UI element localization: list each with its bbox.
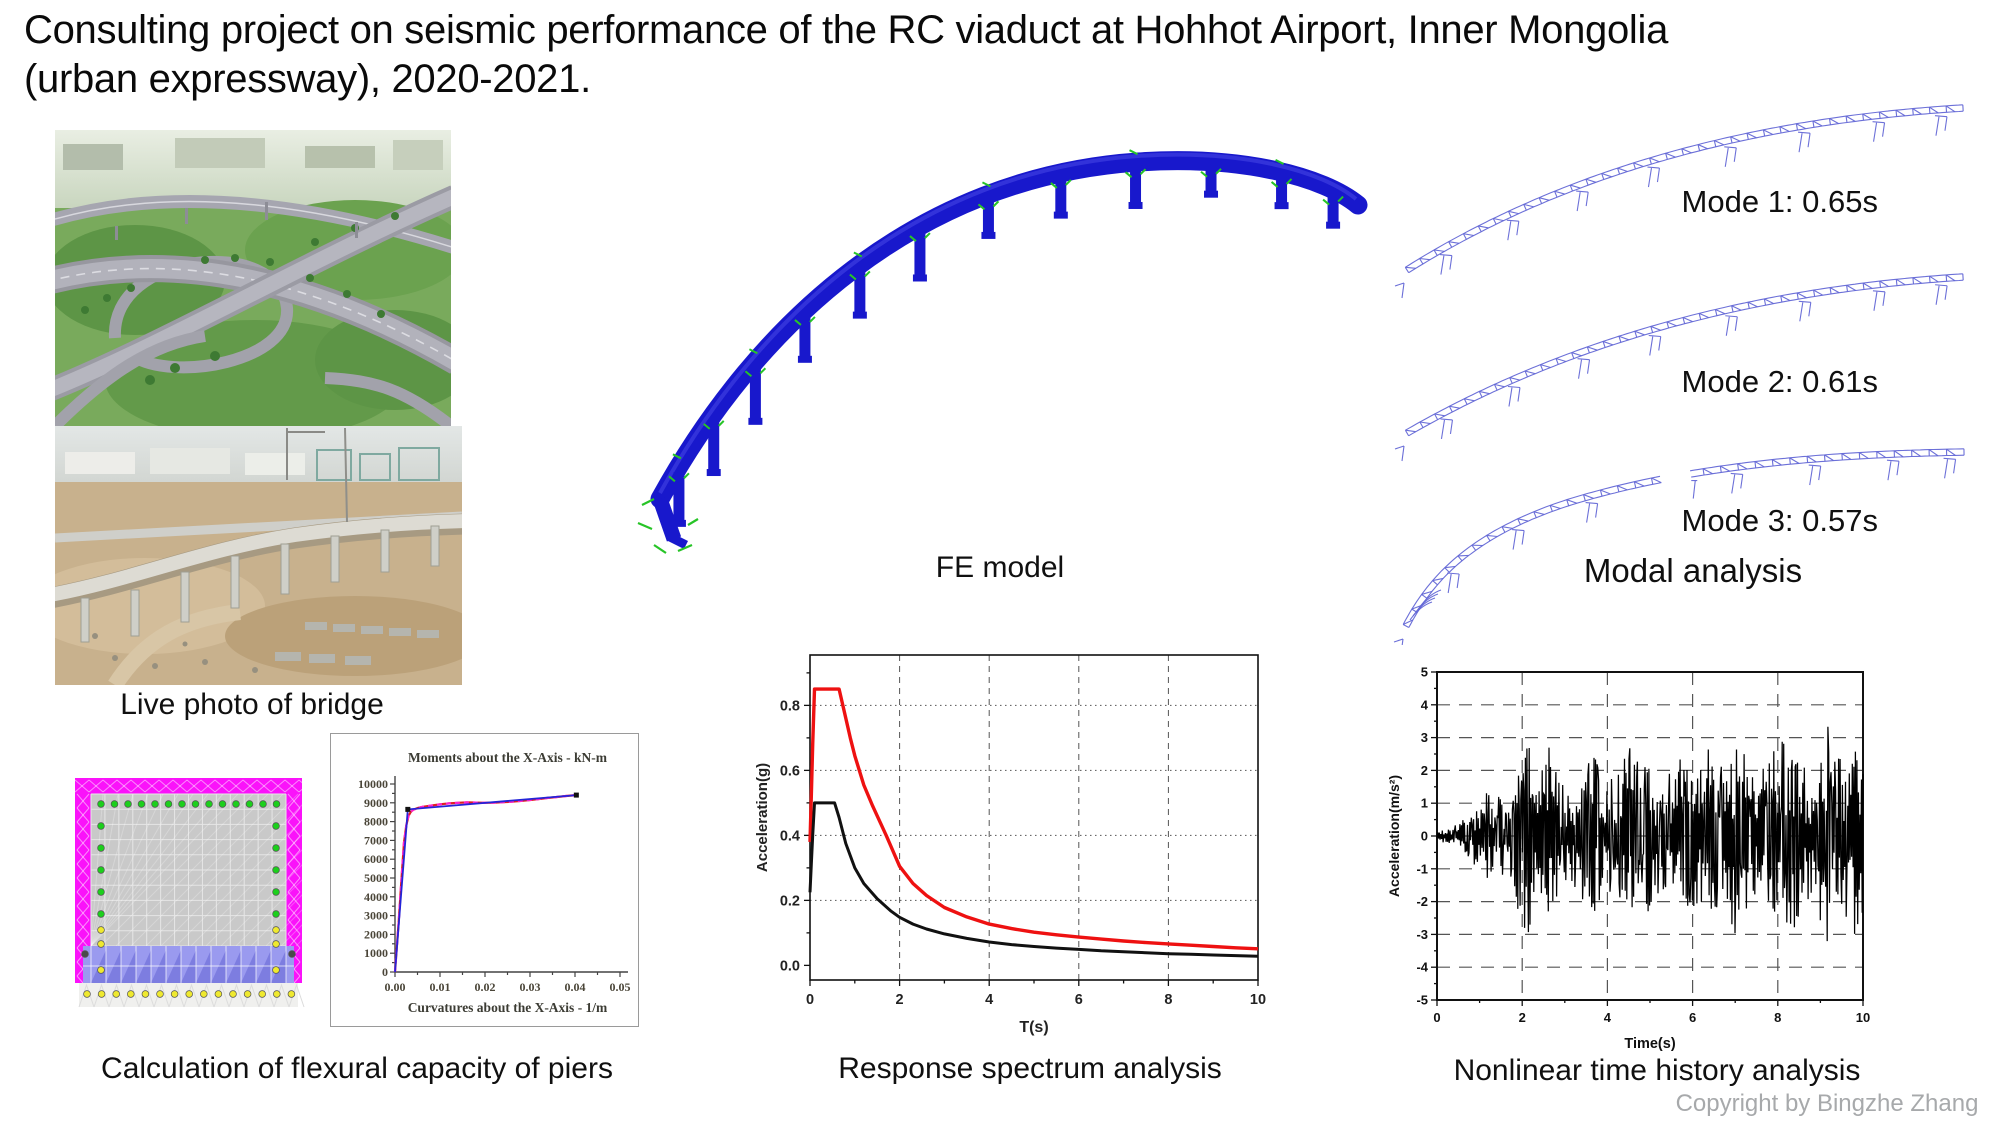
interchange-render-photo [55, 130, 451, 426]
mode-2-label: Mode 2: 0.61s [1681, 364, 1878, 399]
svg-text:10000: 10000 [358, 777, 388, 791]
svg-text:6: 6 [1689, 1010, 1696, 1025]
svg-text:-2: -2 [1416, 894, 1428, 909]
svg-text:7000: 7000 [364, 833, 388, 847]
svg-text:0: 0 [806, 992, 814, 1008]
svg-text:-3: -3 [1416, 927, 1428, 942]
svg-text:0.0: 0.0 [780, 958, 800, 974]
fe-model-figure [637, 149, 1368, 554]
svg-text:Curvatures about the X-Axis -: Curvatures about the X-Axis - 1/m [408, 1000, 608, 1015]
mode-1-wireframe [1394, 104, 1964, 299]
svg-text:10: 10 [1856, 1010, 1870, 1025]
svg-text:4: 4 [985, 992, 993, 1008]
response-spectrum-chart: 0.0 0.2 0.4 0.6 0.8 0 2 4 6 8 10 T(s) Acceleration(g… [754, 654, 1266, 1036]
svg-text:5: 5 [1421, 665, 1428, 680]
svg-text:8: 8 [1164, 992, 1172, 1008]
svg-text:0.6: 0.6 [780, 763, 800, 779]
svg-text:2: 2 [896, 992, 904, 1008]
mode-1-label: Mode 1: 0.65s [1681, 184, 1878, 219]
copyright-watermark: Copyright by Bingzhe Zhang [1675, 1090, 1979, 1117]
moment-curvature-chart: Moments about the X-Axis - kN-m 0 1000 2000… [358, 750, 631, 1015]
caption-modal-analysis: Modal analysis [1583, 552, 1803, 589]
caption-response-spectrum: Response spectrum analysis [838, 1052, 1222, 1085]
svg-text:3: 3 [1421, 730, 1428, 745]
caption-flexural: Calculation of flexural capacity of pier… [101, 1052, 613, 1085]
svg-text:Acceleration(m/s²): Acceleration(m/s²) [1386, 775, 1402, 897]
mode-2-wireframe [1394, 273, 1964, 462]
caption-fe-model: FE model [935, 551, 1065, 584]
caption-live-photo: Live photo of bridge [120, 688, 384, 721]
svg-text:0.05: 0.05 [610, 980, 631, 994]
svg-text:0.01: 0.01 [430, 980, 451, 994]
svg-text:0: 0 [382, 965, 388, 979]
svg-text:0.02: 0.02 [475, 980, 496, 994]
moment-curvature-chart-box: Moments about the X-Axis - kN-m 0 1000 2000… [330, 733, 639, 1027]
svg-text:0.00: 0.00 [385, 980, 406, 994]
slide-title-line1: Consulting project on seismic performanc… [24, 8, 1669, 52]
svg-text:8000: 8000 [364, 815, 388, 829]
svg-text:10: 10 [1250, 992, 1266, 1008]
svg-text:4: 4 [1421, 697, 1429, 712]
time-history-chart: -5 -4 -3 -2 -1 0 1 2 3 4 5 0 2 4 6 8 10 Time(s) Accelerati… [1386, 665, 1870, 1053]
mode-3-wireframe [1393, 448, 1965, 645]
svg-text:-4: -4 [1416, 960, 1428, 975]
slide-title: Consulting project on seismic performanc… [24, 6, 1989, 104]
svg-text:8: 8 [1774, 1010, 1781, 1025]
svg-text:0.03: 0.03 [520, 980, 541, 994]
svg-text:5000: 5000 [364, 871, 388, 885]
svg-text:2: 2 [1421, 763, 1428, 778]
svg-text:0.04: 0.04 [565, 980, 586, 994]
svg-text:1: 1 [1421, 796, 1428, 811]
svg-text:T(s): T(s) [1019, 1019, 1048, 1036]
svg-text:0.8: 0.8 [780, 698, 800, 714]
pier-cross-section-figure [75, 778, 315, 1008]
mode-3-label: Mode 3: 0.57s [1681, 503, 1878, 538]
svg-text:0.4: 0.4 [780, 828, 800, 844]
svg-text:Acceleration(g): Acceleration(g) [754, 763, 771, 872]
svg-text:2000: 2000 [364, 927, 388, 941]
svg-text:4000: 4000 [364, 890, 388, 904]
slide-title-line2: (urban expressway), 2020-2021. [24, 57, 591, 101]
svg-text:6: 6 [1075, 992, 1083, 1008]
svg-text:9000: 9000 [364, 796, 388, 810]
svg-text:4: 4 [1604, 1010, 1612, 1025]
svg-text:0: 0 [1433, 1010, 1440, 1025]
svg-text:-1: -1 [1416, 861, 1428, 876]
caption-time-history: Nonlinear time history analysis [1453, 1054, 1861, 1087]
svg-text:-5: -5 [1416, 993, 1428, 1008]
svg-text:Moments about the X-Axis - kN-: Moments about the X-Axis - kN-m [408, 750, 608, 765]
svg-text:0: 0 [1421, 829, 1428, 844]
svg-text:Time(s): Time(s) [1624, 1036, 1675, 1052]
svg-text:2: 2 [1519, 1010, 1526, 1025]
svg-text:0.2: 0.2 [780, 893, 800, 909]
construction-photo [55, 426, 462, 685]
svg-text:3000: 3000 [364, 909, 388, 923]
svg-text:1000: 1000 [364, 946, 388, 960]
svg-text:6000: 6000 [364, 852, 388, 866]
